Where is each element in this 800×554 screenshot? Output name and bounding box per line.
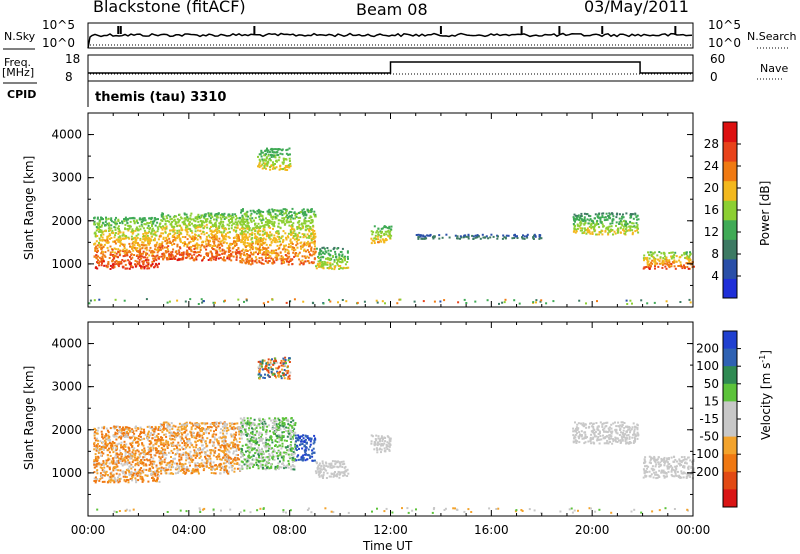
nsearch-label: N.Search — [747, 30, 797, 43]
x-tick-label: 04:00 — [172, 523, 207, 537]
freq-label: Freq. — [4, 56, 32, 69]
velocity-colorbar-swatch — [723, 489, 737, 508]
power-colorbar-label: 28 — [704, 137, 719, 151]
velocity-ytick-label: 4000 — [51, 337, 82, 351]
freq-unit: [MHz] — [2, 66, 35, 79]
x-tick-label: 00:00 — [676, 523, 711, 537]
velocity-colorbar-label: Velocity [m s-1] — [758, 350, 773, 440]
power-colorbar-swatch — [723, 141, 737, 162]
nsky-bottom: 10^0 — [42, 36, 75, 50]
velocity-ytick-label: 3000 — [51, 380, 82, 394]
freq-panel — [87, 54, 694, 82]
velocity-colorbar-label: -15 — [699, 412, 719, 426]
beam-title: Beam 08 — [356, 0, 428, 19]
power-colorbar-label: Power [dB] — [758, 180, 772, 246]
velocity-frame — [87, 321, 694, 517]
freq-top: 18 — [65, 52, 81, 66]
velocity-ytick-label: 2000 — [51, 423, 82, 437]
velocity-colorbar-label: 15 — [704, 394, 719, 408]
power-colorbar-swatch — [723, 122, 737, 143]
velocity-colorbar-swatch — [723, 419, 737, 438]
power-colorbar-label: 8 — [711, 247, 719, 261]
power-colorbar-swatch — [723, 180, 737, 201]
nsky-line — [87, 32, 693, 49]
power-colorbar-label: 16 — [704, 203, 719, 217]
freq-bottom: 8 — [65, 70, 73, 84]
power-field — [88, 147, 695, 305]
nsearch-top: 10^5 — [708, 18, 741, 32]
power-colorbar-swatch — [723, 258, 737, 279]
power-colorbar-label: 12 — [704, 225, 719, 239]
power-ytick-label: 1000 — [51, 257, 82, 271]
velocity-colorbar-swatch — [723, 454, 737, 473]
x-axis-label: Time UT — [363, 539, 413, 553]
power-ylabel: Slant Range [km] — [22, 155, 36, 260]
velocity-colorbar-swatch — [723, 471, 737, 490]
station-title: Blackstone (fitACF) — [93, 0, 246, 16]
velocity-colorbar-swatch — [723, 348, 737, 367]
velocity-colorbar-label: 100 — [696, 359, 719, 373]
x-tick-label: 16:00 — [474, 523, 509, 537]
nsky-top: 10^5 — [42, 18, 75, 32]
x-tick-label: 12:00 — [373, 523, 408, 537]
velocity-ytick-label: 1000 — [51, 466, 82, 480]
cpid-text: themis (tau) 3310 — [95, 90, 227, 105]
velocity-colorbar-label: 200 — [696, 342, 719, 356]
date-title: 03/May/2011 — [584, 0, 689, 16]
velocity-colorbar-label: -50 — [699, 430, 719, 444]
velocity-field — [93, 356, 695, 514]
cpid-label: CPID — [7, 88, 37, 101]
x-tick-label: 00:00 — [71, 523, 106, 537]
velocity-colorbar-swatch — [723, 331, 737, 350]
velocity-colorbar-swatch — [723, 383, 737, 402]
power-colorbar-swatch — [723, 161, 737, 182]
power-ytick-label: 3000 — [51, 171, 82, 185]
power-colorbar-swatch — [723, 200, 737, 221]
velocity-colorbar-label: -200 — [692, 465, 719, 479]
nsearch-bottom: 10^0 — [708, 36, 741, 50]
velocity-colorbar-swatch — [723, 401, 737, 420]
power-colorbar-swatch — [723, 239, 737, 260]
power-ytick-label: 2000 — [51, 214, 82, 228]
power-colorbar-swatch — [723, 219, 737, 240]
velocity-colorbar-label: 50 — [704, 377, 719, 391]
velocity-colorbar-label: -100 — [692, 447, 719, 461]
freq-line — [88, 61, 693, 74]
power-colorbar-swatch — [723, 278, 737, 299]
power-colorbar-label: 24 — [704, 159, 719, 173]
power-frame — [87, 112, 694, 308]
x-tick-label: 20:00 — [575, 523, 610, 537]
velocity-colorbar-swatch — [723, 436, 737, 455]
nsky-panel — [87, 22, 694, 49]
nave-bottom: 0 — [710, 70, 718, 84]
velocity-colorbar-swatch — [723, 366, 737, 385]
x-tick-label: 08:00 — [272, 523, 307, 537]
velocity-ylabel: Slant Range [km] — [22, 365, 36, 470]
power-colorbar-label: 20 — [704, 181, 719, 195]
power-ytick-label: 4000 — [51, 128, 82, 142]
nsky-label: N.Sky — [4, 30, 36, 43]
nave-label: Nave — [760, 62, 789, 75]
nave-top: 60 — [710, 52, 726, 66]
power-colorbar-label: 4 — [711, 269, 719, 283]
